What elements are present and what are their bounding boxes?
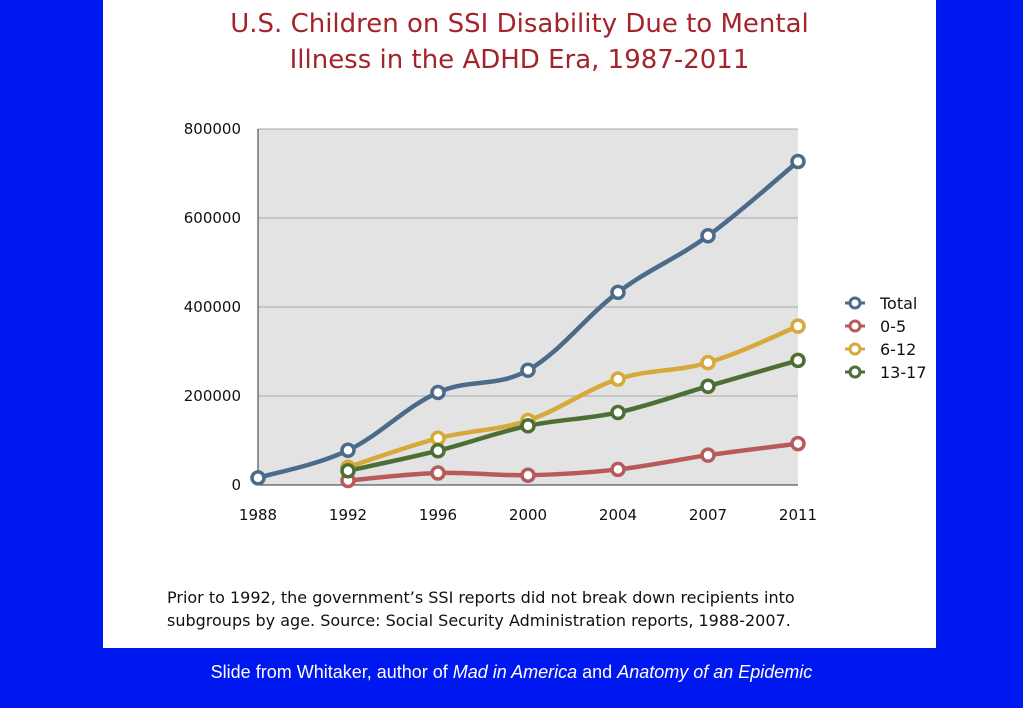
data-point-6-12 [430,430,446,447]
data-point-13-17 [790,352,806,369]
data-point-Total [790,153,806,170]
footnote-line-1: Prior to 1992, the government’s SSI repo… [167,588,795,607]
legend-marker-13-17 [848,365,862,379]
data-point-Total [700,228,716,244]
line-chart: 800000 600000 400000 200000 0 1988 1992 1996 20… [184,120,927,524]
series-line-13-17 [345,358,801,474]
data-point-0-5 [790,435,806,452]
data-point-13-17 [340,463,356,479]
data-point-Total [610,284,626,301]
y-tick-label: 800000 [184,120,241,138]
caption-connector: and [577,662,618,682]
caption-prefix: Slide from Whitaker, author of [210,662,453,682]
x-tick-label: 2004 [599,506,637,524]
legend-marker-0-5 [848,319,862,333]
x-tick-label: 2000 [509,506,547,524]
legend-marker-6-12 [848,342,862,356]
footnote: Prior to 1992, the government’s SSI repo… [167,586,887,632]
data-point-Total [340,442,356,459]
chart-title: U.S. Children on SSI Disability Due to M… [103,6,936,78]
y-tick-label: 600000 [184,209,241,227]
data-point-0-5 [430,465,446,481]
x-tick-label: 2007 [689,506,727,524]
legend-label-13-17: 13-17 [880,363,927,382]
x-tick-label: 1988 [239,506,277,524]
footnote-line-2: subgroups by age. Source: Social Securit… [167,611,791,630]
data-point-13-17 [610,404,626,421]
legend-marker-Total [848,296,862,310]
data-point-13-17 [700,378,716,394]
data-point-13-17 [430,442,446,459]
data-point-Total [250,470,266,486]
x-tick-label: 2011 [779,506,817,524]
series-line-6-12 [345,323,801,470]
slide-caption: Slide from Whitaker, author of Mad in Am… [0,662,1023,683]
series-line-0-5 [345,441,801,483]
data-point-Total [520,362,536,378]
legend-label-6-12: 6-12 [880,340,916,359]
data-point-0-5 [520,467,536,483]
legend-label-0-5: 0-5 [880,317,906,336]
caption-book-2: Anatomy of an Epidemic [617,662,813,682]
y-tick-label: 400000 [184,298,241,316]
data-point-6-12 [610,371,626,387]
chart-title-line-2: Illness in the ADHD Era, 1987-2011 [289,45,750,75]
legend-label-Total: Total [879,294,917,313]
x-tick-label: 1996 [419,506,457,524]
caption-book-1: Mad in America [452,662,578,682]
chart-title-line-1: U.S. Children on SSI Disability Due to M… [230,9,809,39]
slide-panel: U.S. Children on SSI Disability Due to M… [103,0,936,648]
x-tick-label: 1992 [329,506,367,524]
y-tick-label: 200000 [184,387,241,405]
data-point-Total [430,384,446,401]
data-point-6-12 [700,354,716,371]
data-point-13-17 [520,418,536,434]
y-tick-label: 0 [231,476,241,494]
data-point-0-5 [700,447,716,463]
data-point-0-5 [610,461,626,478]
data-point-6-12 [790,318,806,334]
